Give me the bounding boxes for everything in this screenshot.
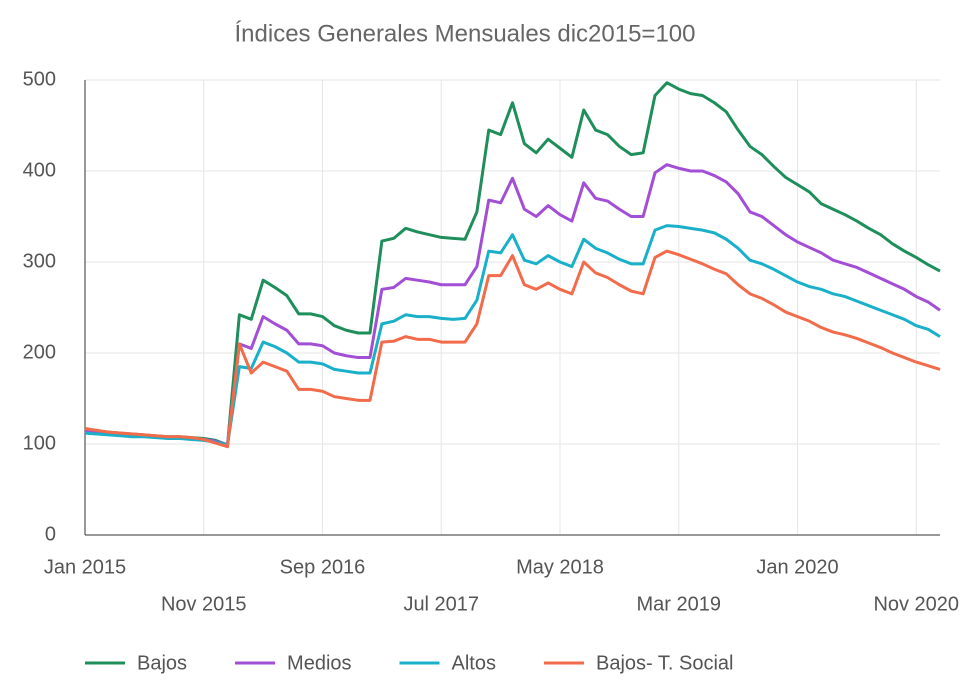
x-tick-label: Jan 2020	[756, 556, 838, 578]
y-tick-label: 300	[23, 250, 56, 272]
x-tick-label: Mar 2019	[637, 593, 722, 615]
y-tick-label: 200	[23, 341, 56, 363]
y-tick-label: 500	[23, 68, 56, 90]
series-line	[84, 81, 941, 447]
legend-label: Bajos- T. Social	[596, 652, 733, 674]
x-tick-label: Nov 2015	[161, 593, 247, 615]
legend-label: Altos	[452, 652, 496, 674]
x-tick-label: May 2018	[516, 556, 604, 578]
chart-title: Índices Generales Mensuales dic2015=100	[235, 20, 696, 47]
x-tick-label: Sep 2016	[280, 556, 366, 578]
legend-label: Bajos	[137, 652, 187, 674]
x-tick-label: Nov 2020	[873, 593, 959, 615]
x-tick-label: Jul 2017	[403, 593, 479, 615]
y-tick-label: 100	[23, 432, 56, 454]
series-line	[84, 249, 941, 449]
x-tick-label: Jan 2015	[44, 556, 126, 578]
legend-label: Medios	[287, 652, 351, 674]
series-line	[84, 163, 941, 447]
y-tick-label: 0	[45, 523, 56, 545]
y-tick-label: 400	[23, 159, 56, 181]
